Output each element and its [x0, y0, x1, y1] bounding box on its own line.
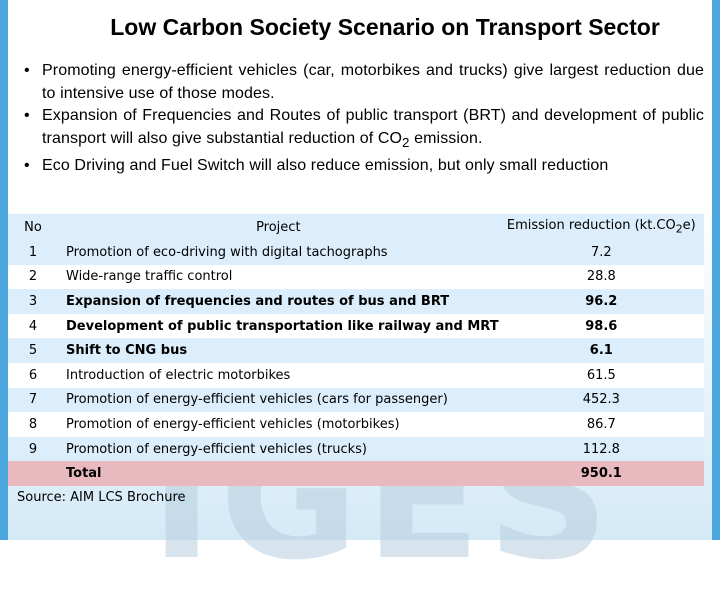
row-project: Promotion of energy-efficient vehicles (…: [58, 387, 499, 413]
row-project: Promotion of eco-driving with digital ta…: [58, 240, 499, 265]
row-no: 2: [8, 264, 58, 290]
row-value: 28.8: [498, 264, 704, 290]
row-value: 96.2: [498, 289, 704, 314]
row-project: Shift to CNG bus: [58, 338, 499, 363]
bullet-dot-icon: •: [24, 107, 30, 125]
table-row: 6 Introduction of electric motorbikes 61…: [8, 362, 704, 388]
table-total-row: Total 950.1: [8, 461, 704, 486]
row-no: 3: [8, 289, 58, 314]
row-value: 112.8: [498, 436, 704, 462]
row-no: 4: [8, 313, 58, 339]
total-label: Total: [58, 461, 499, 486]
table-row: 3 Expansion of frequencies and routes of…: [8, 289, 704, 314]
row-no: 7: [8, 387, 58, 413]
row-project: Promotion of energy-efficient vehicles (…: [58, 436, 499, 462]
bullet-dot-icon: •: [24, 156, 30, 174]
bullet-dot-icon: •: [24, 62, 30, 79]
row-no: 8: [8, 412, 58, 437]
header-no: No: [8, 214, 58, 240]
row-no: 6: [8, 362, 58, 388]
right-accent-bar: [712, 0, 720, 540]
row-project: Wide-range traffic control: [58, 264, 499, 290]
emission-table-container: No Project Emission reduction (kt.CO2e) …: [8, 214, 704, 486]
table-row: 8 Promotion of energy-efficient vehicles…: [8, 412, 704, 437]
left-accent-bar: [0, 0, 8, 540]
row-value: 452.3: [498, 387, 704, 413]
row-project: Introduction of electric motorbikes: [58, 362, 499, 388]
slide-title: Low Carbon Society Scenario on Transport…: [110, 14, 660, 40]
source-caption: Source: AIM LCS Brochure: [17, 490, 186, 505]
row-project: Expansion of frequencies and routes of b…: [58, 289, 499, 314]
row-project: Development of public transportation lik…: [58, 313, 499, 339]
table-row: 1 Promotion of eco-driving with digital …: [8, 240, 704, 265]
table-row: 9 Promotion of energy-efficient vehicles…: [8, 436, 704, 462]
row-value: 86.7: [498, 412, 704, 437]
header-project: Project: [58, 214, 499, 240]
row-value: 61.5: [498, 362, 704, 388]
bullet-item-1: • Promoting energy-efficient vehicles (ca…: [24, 62, 704, 102]
table-row: 7 Promotion of energy-efficient vehicles…: [8, 387, 704, 413]
emission-reduction-table: No Project Emission reduction (kt.CO2e) …: [8, 214, 704, 486]
total-value: 950.1: [498, 461, 704, 486]
table-row: 2 Wide-range traffic control 28.8: [8, 264, 704, 290]
row-no: 5: [8, 338, 58, 363]
bullet-item-3: • Eco Driving and Fuel Switch will also r…: [24, 155, 704, 178]
header-emission: Emission reduction (kt.CO2e): [498, 214, 704, 240]
table-row: 4 Development of public transportation l…: [8, 313, 704, 339]
table-row: 5 Shift to CNG bus 6.1: [8, 338, 704, 363]
row-no: 9: [8, 436, 58, 462]
table-header-row: No Project Emission reduction (kt.CO2e): [8, 214, 704, 240]
bullet-item-2: • Expansion of Frequencies and Routes of …: [24, 107, 704, 150]
row-value: 98.6: [498, 313, 704, 339]
row-no: 1: [8, 240, 58, 265]
row-value: 6.1: [498, 338, 704, 363]
total-no: [8, 461, 58, 486]
bullet-list: • Promoting energy-efficient vehicles (ca…: [24, 60, 704, 177]
row-project: Promotion of energy-efficient vehicles (…: [58, 412, 499, 437]
row-value: 7.2: [498, 240, 704, 265]
